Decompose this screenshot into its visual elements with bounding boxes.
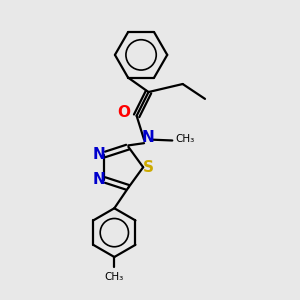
Text: N: N: [93, 147, 106, 162]
Text: S: S: [143, 160, 154, 175]
Text: CH₃: CH₃: [176, 134, 195, 144]
Text: O: O: [118, 105, 130, 120]
Text: CH₃: CH₃: [105, 272, 124, 283]
Text: N: N: [141, 130, 154, 145]
Text: N: N: [93, 172, 106, 187]
